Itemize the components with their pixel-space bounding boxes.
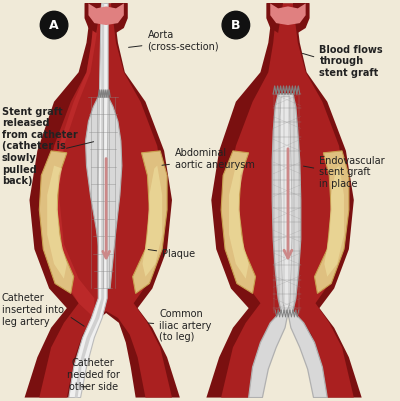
Text: Blood flows
through
stent graft: Blood flows through stent graft (320, 45, 383, 78)
Polygon shape (84, 0, 128, 33)
Text: A: A (49, 18, 59, 32)
Polygon shape (280, 97, 292, 313)
Text: Stent graft
released
from catheter
(catheter is
slowly
pulled
back): Stent graft released from catheter (cath… (2, 107, 78, 186)
Circle shape (222, 11, 250, 39)
Polygon shape (133, 151, 167, 294)
Polygon shape (75, 4, 104, 397)
Text: Plaque: Plaque (148, 249, 195, 259)
Polygon shape (221, 4, 354, 397)
Text: Abdominal
aortic aneurysm: Abdominal aortic aneurysm (162, 148, 255, 170)
Text: Aorta
(cross-section): Aorta (cross-section) (128, 30, 219, 52)
Polygon shape (24, 4, 180, 397)
Polygon shape (86, 97, 122, 288)
Text: B: B (231, 18, 241, 32)
Text: Catheter
inserted into
leg artery: Catheter inserted into leg artery (2, 294, 64, 326)
Polygon shape (229, 166, 249, 279)
Polygon shape (221, 151, 256, 294)
Polygon shape (266, 0, 310, 33)
Polygon shape (88, 4, 124, 25)
Polygon shape (314, 151, 349, 294)
Polygon shape (49, 4, 101, 318)
Polygon shape (206, 4, 362, 397)
Polygon shape (142, 166, 162, 277)
Polygon shape (270, 4, 306, 25)
Polygon shape (324, 166, 344, 277)
Text: Endovascular
stent graft
in place: Endovascular stent graft in place (320, 156, 385, 189)
Polygon shape (39, 151, 74, 294)
Circle shape (40, 11, 68, 39)
Polygon shape (69, 4, 108, 397)
Text: Catheter
needed for
other side: Catheter needed for other side (67, 358, 120, 392)
Text: Common
iliac artery
(to leg): Common iliac artery (to leg) (148, 309, 212, 342)
Polygon shape (39, 4, 172, 397)
Polygon shape (249, 94, 327, 397)
Polygon shape (47, 166, 67, 279)
